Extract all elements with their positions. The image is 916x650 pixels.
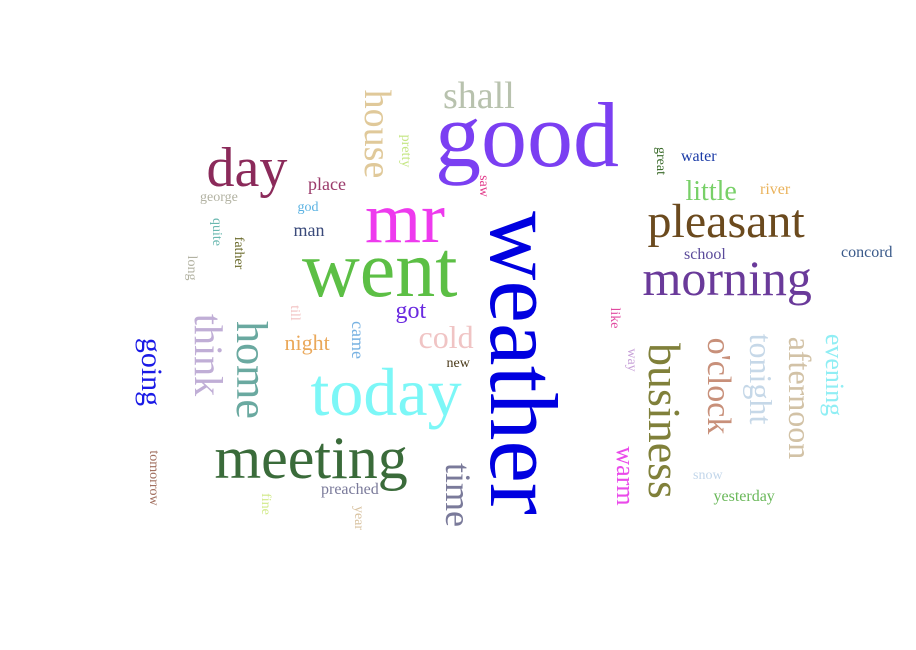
word-god: god (297, 200, 319, 215)
word-concord: concord (841, 244, 893, 261)
word-time: time (437, 463, 478, 527)
word-day: day (206, 137, 288, 199)
word-good: good (435, 84, 619, 186)
word-new: new (446, 356, 470, 371)
word-father: father (230, 236, 246, 270)
word-morning: morning (642, 250, 812, 306)
word-preached: preached (321, 481, 379, 498)
word-o-clock: o'clock (699, 337, 737, 435)
word-school: school (684, 246, 726, 263)
word-weather: weather (469, 211, 577, 515)
word-meeting: meeting (214, 425, 408, 491)
word-little: little (685, 176, 737, 207)
word-pleasant: pleasant (647, 195, 805, 248)
word-home: home (226, 321, 276, 419)
word-place: place (308, 174, 346, 194)
word-think: think (186, 313, 232, 397)
word-year: year (351, 505, 367, 531)
word-yesterday: yesterday (713, 488, 775, 505)
word-came: came (347, 321, 368, 359)
word-warm: warm (611, 446, 641, 506)
word-george: george (200, 190, 238, 205)
word-quite: quite (209, 218, 224, 246)
word-long: long (183, 255, 199, 281)
word-fine: fine (257, 493, 273, 515)
word-way: way (624, 348, 640, 372)
word-like: like (607, 307, 622, 329)
word-house: house (355, 89, 398, 179)
word-snow: snow (693, 468, 723, 483)
word-tonight: tonight (742, 333, 779, 425)
word-till: till (286, 305, 302, 321)
word-went: went (302, 226, 458, 314)
word-saw: saw (475, 175, 491, 197)
word-got: got (395, 298, 427, 324)
word-great: great (652, 147, 668, 175)
word-afternoon: afternoon (781, 336, 818, 460)
word-mr: mr (365, 178, 445, 258)
word-evening: evening (820, 333, 850, 417)
word-pretty: pretty (397, 134, 413, 168)
word-shall: shall (443, 75, 515, 117)
word-business: business (638, 343, 690, 499)
word-today: today (310, 354, 462, 430)
word-night: night (284, 330, 330, 355)
word-going: going (135, 337, 169, 407)
word-river: river (760, 181, 791, 198)
word-cold: cold (418, 319, 474, 355)
word-man: man (293, 220, 325, 240)
word-water: water (681, 148, 717, 165)
word-tomorrow: tomorrow (146, 450, 162, 506)
